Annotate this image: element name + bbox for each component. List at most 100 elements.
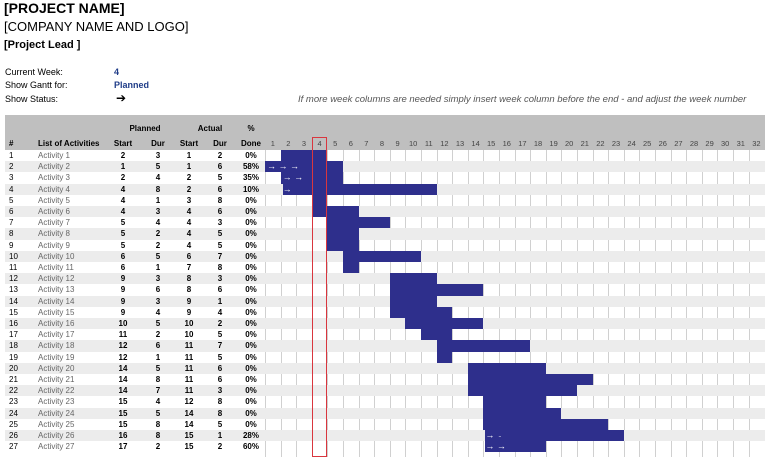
- planned-start[interactable]: 11: [118, 330, 128, 340]
- actual-duration[interactable]: 5: [217, 229, 223, 239]
- row-number[interactable]: 22: [9, 386, 18, 396]
- row-number[interactable]: 26: [9, 431, 18, 440]
- row-number[interactable]: 14: [9, 296, 18, 306]
- row-number[interactable]: 7: [9, 218, 14, 228]
- row-number[interactable]: 11: [9, 263, 18, 272]
- percent-done[interactable]: 0%: [245, 352, 257, 362]
- percent-done[interactable]: 0%: [245, 229, 257, 239]
- actual-start[interactable]: 4: [186, 229, 192, 239]
- percent-done[interactable]: 35%: [242, 173, 259, 183]
- row-number[interactable]: 16: [9, 319, 18, 328]
- actual-start[interactable]: 9: [186, 307, 192, 317]
- percent-done[interactable]: 0%: [245, 419, 257, 429]
- table-row[interactable]: 17 Activity 17 11 2 10 5 0%: [5, 329, 765, 341]
- table-row[interactable]: 3 Activity 3 2 4 2 5 35% → →: [5, 172, 765, 184]
- planned-duration[interactable]: 1: [155, 263, 161, 272]
- percent-done[interactable]: 0%: [245, 285, 257, 295]
- table-row[interactable]: 14 Activity 14 9 3 9 1 0%: [5, 295, 765, 307]
- planned-duration[interactable]: 8: [155, 184, 161, 194]
- row-number[interactable]: 1: [9, 151, 14, 160]
- row-number[interactable]: 19: [9, 352, 18, 362]
- row-number[interactable]: 25: [9, 419, 18, 429]
- activity-name[interactable]: Activity 2: [38, 162, 71, 172]
- planned-start[interactable]: 5: [120, 240, 126, 250]
- row-number[interactable]: 10: [9, 251, 18, 261]
- actual-start[interactable]: 1: [186, 151, 192, 160]
- table-row[interactable]: 22 Activity 22 14 7 11 3 0%: [5, 385, 765, 397]
- percent-done[interactable]: 0%: [245, 330, 257, 340]
- actual-start[interactable]: 11: [184, 363, 194, 373]
- row-number[interactable]: 27: [9, 442, 18, 452]
- planned-start[interactable]: 9: [120, 307, 126, 317]
- actual-start[interactable]: 4: [186, 218, 192, 228]
- planned-duration[interactable]: 1: [155, 195, 161, 205]
- table-row[interactable]: 7 Activity 7 5 4 4 3 0%: [5, 217, 765, 229]
- percent-done[interactable]: 0%: [245, 207, 257, 216]
- actual-duration[interactable]: 5: [217, 330, 223, 340]
- actual-duration[interactable]: 7: [217, 251, 223, 261]
- activity-name[interactable]: Activity 6: [38, 207, 71, 216]
- row-number[interactable]: 18: [9, 341, 18, 351]
- activity-name[interactable]: Activity 13: [38, 285, 75, 295]
- planned-duration[interactable]: 6: [155, 341, 161, 351]
- actual-duration[interactable]: 1: [217, 296, 223, 306]
- table-row[interactable]: 19 Activity 19 12 1 11 5 0%: [5, 351, 765, 363]
- activity-name[interactable]: Activity 16: [38, 319, 75, 328]
- percent-done[interactable]: 0%: [245, 151, 257, 160]
- row-number[interactable]: 2: [9, 162, 14, 172]
- activity-name[interactable]: Activity 23: [38, 397, 75, 407]
- actual-duration[interactable]: 7: [217, 341, 223, 351]
- planned-duration[interactable]: 5: [155, 363, 161, 373]
- planned-start[interactable]: 12: [118, 341, 128, 351]
- actual-start[interactable]: 10: [184, 330, 194, 340]
- activity-name[interactable]: Activity 20: [38, 363, 75, 373]
- activity-name[interactable]: Activity 5: [38, 195, 71, 205]
- table-row[interactable]: 1 Activity 1 2 3 1 2 0%: [5, 150, 765, 162]
- percent-done[interactable]: 0%: [245, 375, 257, 384]
- planned-duration[interactable]: 5: [155, 319, 161, 328]
- row-number[interactable]: 15: [9, 307, 18, 317]
- percent-done[interactable]: 0%: [245, 307, 257, 317]
- table-row[interactable]: 23 Activity 23 15 4 12 8 0%: [5, 396, 765, 408]
- planned-start[interactable]: 14: [118, 363, 128, 373]
- table-row[interactable]: 25 Activity 25 15 8 14 5 0%: [5, 418, 765, 430]
- actual-start[interactable]: 11: [184, 352, 194, 362]
- planned-start[interactable]: 6: [120, 263, 126, 272]
- planned-duration[interactable]: 4: [155, 307, 161, 317]
- planned-start[interactable]: 5: [120, 218, 126, 228]
- table-row[interactable]: 21 Activity 21 14 8 11 6 0%: [5, 374, 765, 386]
- actual-start[interactable]: 11: [184, 386, 194, 396]
- row-number[interactable]: 13: [9, 285, 18, 295]
- row-number[interactable]: 3: [9, 173, 14, 183]
- planned-duration[interactable]: 2: [155, 330, 161, 340]
- planned-duration[interactable]: 2: [155, 229, 161, 239]
- table-row[interactable]: 20 Activity 20 14 5 11 6 0%: [5, 362, 765, 374]
- planned-duration[interactable]: 5: [155, 408, 161, 418]
- actual-start[interactable]: 15: [184, 442, 194, 452]
- actual-duration[interactable]: 6: [217, 375, 223, 384]
- table-row[interactable]: 4 Activity 4 4 8 2 6 10% →: [5, 183, 765, 195]
- actual-start[interactable]: 15: [184, 431, 194, 440]
- table-row[interactable]: 12 Activity 12 9 3 8 3 0%: [5, 273, 765, 285]
- planned-start[interactable]: 2: [120, 151, 126, 160]
- table-row[interactable]: 27 Activity 27 17 2 15 2 60% → →: [5, 441, 765, 453]
- row-number[interactable]: 5: [9, 195, 14, 205]
- percent-done[interactable]: 0%: [245, 218, 257, 228]
- actual-start[interactable]: 4: [186, 240, 192, 250]
- actual-duration[interactable]: 6: [217, 207, 223, 216]
- planned-start[interactable]: 6: [120, 251, 126, 261]
- percent-done[interactable]: 0%: [245, 274, 257, 284]
- activity-name[interactable]: Activity 24: [38, 408, 75, 418]
- planned-start[interactable]: 9: [120, 285, 126, 295]
- planned-duration[interactable]: 7: [155, 386, 161, 396]
- activity-name[interactable]: Activity 18: [38, 341, 75, 351]
- activity-name[interactable]: Activity 15: [38, 307, 75, 317]
- table-row[interactable]: 2 Activity 2 1 5 1 6 58% → → →: [5, 161, 765, 173]
- actual-start[interactable]: 9: [186, 296, 192, 306]
- percent-done[interactable]: 60%: [242, 442, 259, 452]
- actual-duration[interactable]: 4: [217, 307, 223, 317]
- percent-done[interactable]: 0%: [245, 195, 257, 205]
- actual-duration[interactable]: 5: [217, 352, 223, 362]
- actual-start[interactable]: 11: [184, 375, 194, 384]
- percent-done[interactable]: 0%: [245, 319, 257, 328]
